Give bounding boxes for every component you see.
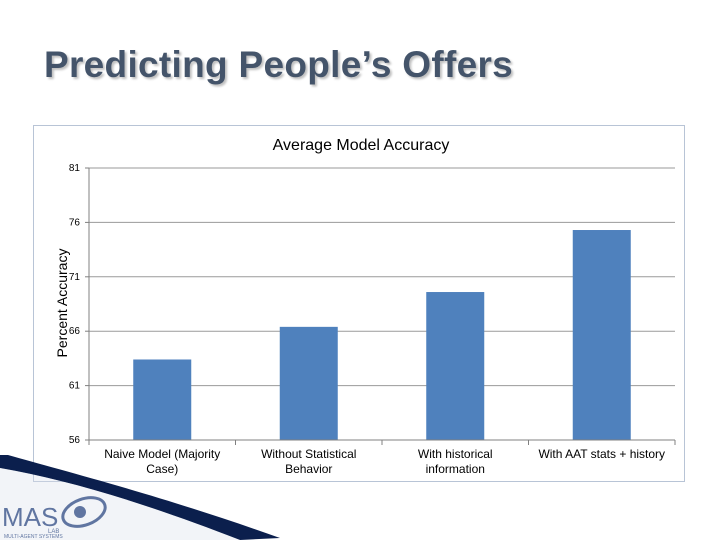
- swoosh-light-band: [0, 468, 240, 540]
- bar: [133, 359, 192, 440]
- bar: [572, 230, 631, 440]
- logo-subtext: MULTI-AGENT SYSTEMS: [4, 534, 63, 540]
- mas-logo: MAS LAB MULTI-AGENT SYSTEMS: [2, 496, 107, 540]
- logo-text: MAS: [2, 502, 58, 532]
- bars: [133, 230, 631, 440]
- y-tick-label: 71: [69, 272, 81, 283]
- logo-dot: [74, 506, 86, 518]
- logo-swoosh: [61, 496, 107, 528]
- y-tick-label: 76: [69, 217, 81, 228]
- x-category-label: With AAT stats + history: [538, 447, 665, 461]
- y-tick-label: 61: [69, 381, 81, 392]
- y-tick-label: 66: [69, 326, 81, 337]
- slide-title: Predicting People’s Offers: [44, 44, 514, 85]
- chart-title: Average Model Accuracy: [273, 137, 450, 154]
- y-axis-label: Percent Accuracy: [54, 249, 70, 358]
- chart-frame: Average Model Accuracy Percent Accuracy …: [33, 125, 685, 482]
- x-category-labels: Naive Model (Majority Case) Without Statis…: [104, 447, 665, 476]
- y-tick-labels: 56 61 66 71 76 81: [69, 163, 81, 446]
- logo-lab-text: LAB: [48, 529, 59, 535]
- x-category-label: With historical information: [418, 447, 493, 476]
- bar: [279, 326, 338, 440]
- swoosh-dark-band: [0, 455, 280, 540]
- bar: [426, 292, 485, 440]
- axes: [88, 168, 676, 445]
- y-tick-label: 81: [69, 163, 81, 174]
- bar-chart: Average Model Accuracy Percent Accuracy …: [54, 137, 676, 476]
- x-category-label: Without Statistical Behavior: [261, 447, 356, 476]
- x-category-label: Naive Model (Majority Case): [104, 447, 220, 476]
- y-tick-label: 56: [69, 435, 81, 446]
